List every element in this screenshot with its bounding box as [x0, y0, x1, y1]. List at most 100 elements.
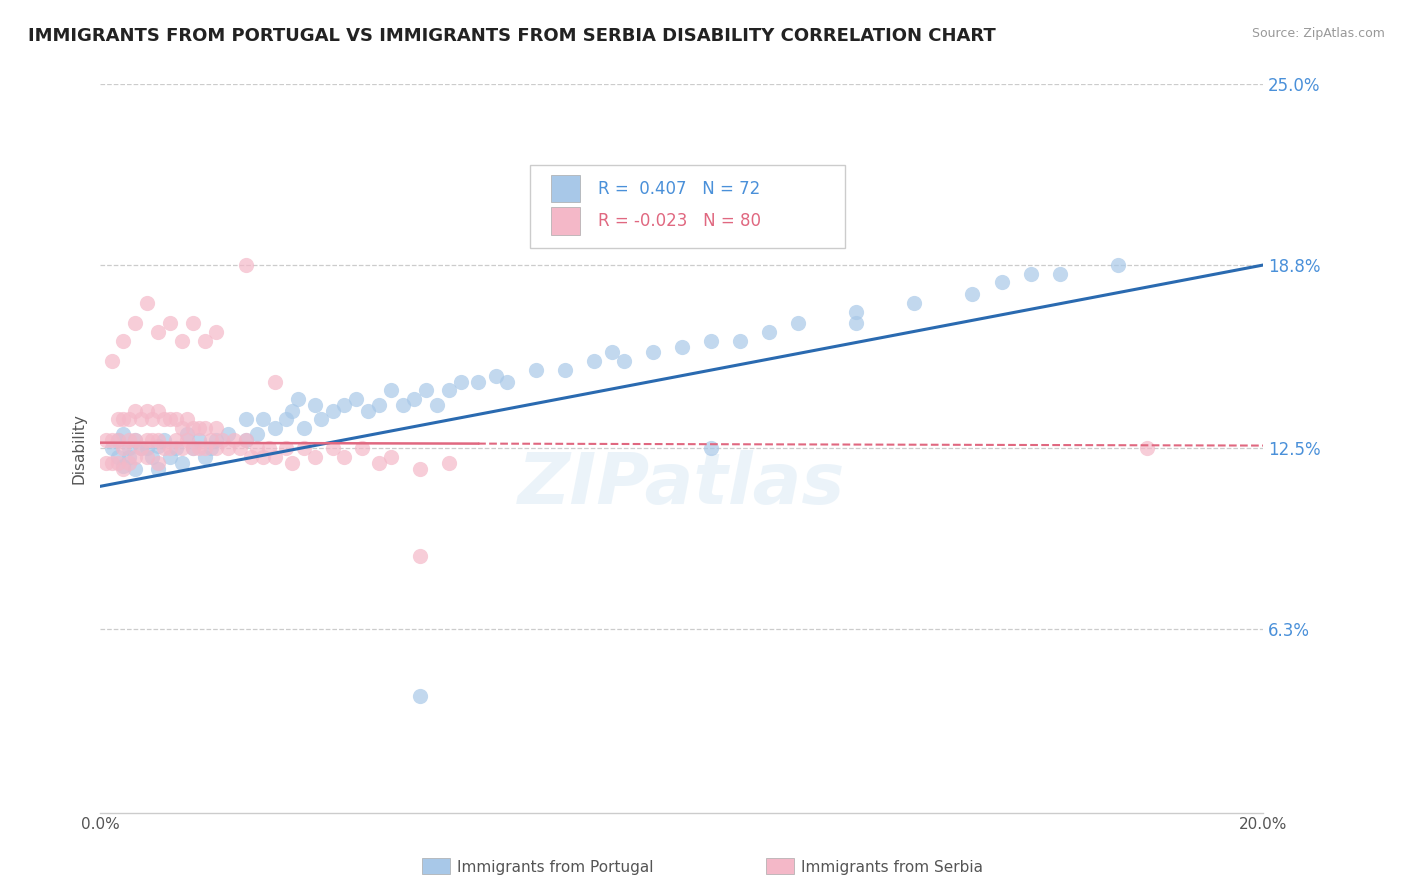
Point: [205, 433, 228, 447]
Point: [135, 296, 157, 310]
Point: [1136, 442, 1159, 456]
Point: [170, 334, 193, 348]
Point: [263, 450, 285, 465]
Point: [165, 442, 187, 456]
Point: [409, 549, 432, 564]
Point: [153, 412, 176, 426]
Point: [252, 450, 274, 465]
Point: [292, 442, 315, 456]
Point: [135, 442, 157, 456]
Point: [148, 403, 170, 417]
Point: [112, 462, 135, 476]
Point: [787, 316, 810, 330]
Point: [437, 456, 460, 470]
Point: [107, 450, 129, 465]
Point: [181, 442, 204, 456]
Point: [217, 426, 239, 441]
Point: [962, 287, 984, 301]
Point: [176, 426, 198, 441]
Point: [309, 412, 332, 426]
Point: [990, 276, 1012, 290]
Point: [159, 316, 181, 330]
Point: [118, 433, 141, 447]
Point: [380, 450, 402, 465]
Point: [112, 442, 135, 456]
Point: [129, 442, 152, 456]
Point: [333, 398, 356, 412]
Point: [409, 462, 432, 476]
Point: [600, 345, 623, 359]
Point: [124, 433, 146, 447]
Y-axis label: Disability: Disability: [72, 413, 86, 484]
Point: [228, 442, 250, 456]
Point: [404, 392, 426, 406]
Point: [170, 456, 193, 470]
Point: [700, 334, 723, 348]
Point: [281, 403, 304, 417]
Point: [188, 433, 211, 447]
Point: [276, 442, 298, 456]
Point: [159, 442, 181, 456]
Point: [188, 442, 211, 456]
Point: [304, 450, 326, 465]
Point: [728, 334, 751, 348]
Point: [292, 421, 315, 435]
Point: [205, 442, 228, 456]
Point: [1049, 267, 1071, 281]
Point: [211, 433, 233, 447]
Point: [287, 392, 309, 406]
Point: [118, 412, 141, 426]
Point: [200, 442, 222, 456]
Point: [124, 403, 146, 417]
Text: Immigrants from Serbia: Immigrants from Serbia: [801, 860, 983, 874]
Point: [246, 426, 269, 441]
Point: [107, 412, 129, 426]
Point: [845, 304, 868, 318]
Point: [94, 433, 117, 447]
Point: [188, 421, 211, 435]
Point: [181, 316, 204, 330]
Point: [112, 334, 135, 348]
Text: R =  0.407   N = 72: R = 0.407 N = 72: [598, 179, 761, 197]
Point: [112, 458, 135, 473]
Point: [159, 450, 181, 465]
Point: [235, 433, 257, 447]
Point: [257, 442, 280, 456]
Point: [554, 363, 576, 377]
Point: [246, 442, 269, 456]
Point: [118, 450, 141, 465]
Point: [124, 450, 146, 465]
Point: [94, 456, 117, 470]
Text: Immigrants from Portugal: Immigrants from Portugal: [457, 860, 654, 874]
Point: [170, 442, 193, 456]
Point: [165, 412, 187, 426]
Point: [217, 442, 239, 456]
Text: R = -0.023   N = 80: R = -0.023 N = 80: [598, 212, 761, 230]
Point: [124, 433, 146, 447]
Text: IMMIGRANTS FROM PORTUGAL VS IMMIGRANTS FROM SERBIA DISABILITY CORRELATION CHART: IMMIGRANTS FROM PORTUGAL VS IMMIGRANTS F…: [28, 27, 995, 45]
Point: [437, 383, 460, 397]
Point: [100, 442, 122, 456]
Point: [1019, 267, 1042, 281]
Bar: [551, 175, 581, 202]
Point: [415, 383, 437, 397]
Point: [350, 442, 373, 456]
Point: [903, 296, 925, 310]
Point: [409, 689, 432, 703]
Text: ZIPatlas: ZIPatlas: [517, 450, 845, 519]
Point: [845, 316, 868, 330]
Point: [112, 426, 135, 441]
Point: [1107, 258, 1129, 272]
Point: [426, 398, 449, 412]
Point: [148, 439, 170, 453]
Point: [496, 375, 519, 389]
Point: [100, 354, 122, 368]
Point: [200, 433, 222, 447]
Point: [235, 433, 257, 447]
Point: [391, 398, 413, 412]
Point: [118, 456, 141, 470]
Point: [356, 403, 378, 417]
Point: [118, 442, 141, 456]
Point: [484, 368, 506, 383]
Point: [368, 398, 391, 412]
